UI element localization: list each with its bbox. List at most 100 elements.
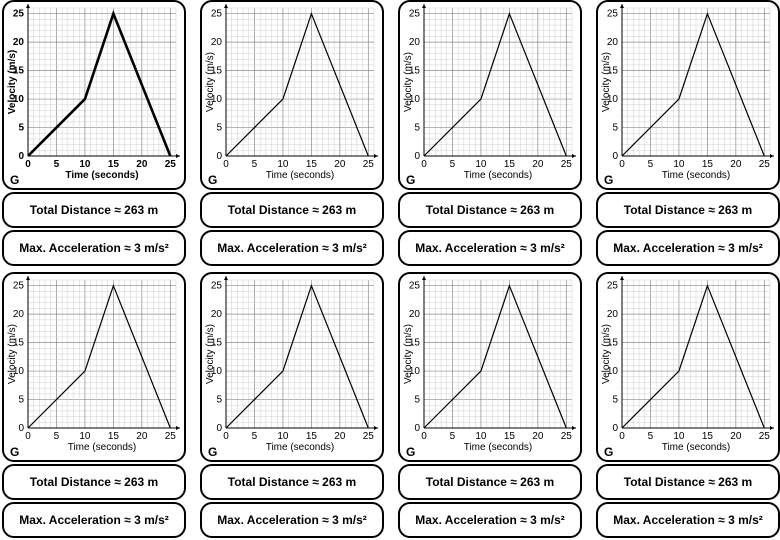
y-tick-label: 20: [607, 309, 619, 320]
x-tick-label: 25: [759, 159, 771, 170]
velocity-series-line: [423, 11, 567, 157]
y-tick-label: 20: [13, 37, 25, 48]
velocity-time-chart: 0 5 10 15 20 25 0 5 10 15 20 25 Time (seconds) Veloci…: [403, 276, 576, 459]
y-tick-label: 15: [607, 338, 619, 349]
y-tick-label: 20: [409, 309, 421, 320]
card-letter-label: G: [10, 173, 19, 187]
x-axis-label: Time (seconds): [662, 170, 731, 181]
x-axis-label: Time (seconds): [464, 170, 533, 181]
x-axis-arrow-icon: [572, 426, 576, 430]
card-letter-label: G: [406, 173, 415, 187]
x-axis-label: Time (seconds): [662, 442, 731, 453]
x-axis-arrow-icon: [374, 154, 378, 158]
x-tick-label: 0: [25, 431, 31, 442]
velocity-time-chart: 0 5 10 15 20 25 0 5 10 15 20 25 Time (seconds) Veloci…: [205, 4, 378, 187]
x-axis-label: Time (seconds): [464, 442, 533, 453]
y-axis-arrow-icon: [620, 276, 624, 280]
x-tick-label: 25: [165, 431, 177, 442]
x-tick-label: 0: [619, 159, 625, 170]
y-tick-label: 20: [13, 309, 25, 320]
graph-card: 0 5 10 15 20 25 0 5 10 15 20 25 Time (seconds) Veloci…: [2, 272, 186, 462]
y-tick-label: 0: [612, 151, 618, 162]
max-acceleration-card: Max. Acceleration ≈ 3 m/s²: [398, 502, 582, 538]
x-tick-label: 5: [648, 431, 654, 442]
x-tick-label: 5: [54, 431, 60, 442]
x-tick-label: 25: [165, 159, 177, 170]
y-tick-label: 0: [414, 423, 420, 434]
max-acceleration-text: Max. Acceleration ≈ 3 m/s²: [217, 513, 367, 527]
x-tick-label: 10: [79, 431, 91, 442]
y-axis-label: Velocity (m/s): [403, 324, 414, 384]
max-acceleration-text: Max. Acceleration ≈ 3 m/s²: [613, 241, 763, 255]
x-tick-label: 0: [25, 159, 31, 170]
x-tick-label: 25: [759, 431, 771, 442]
max-acceleration-text: Max. Acceleration ≈ 3 m/s²: [415, 241, 565, 255]
max-acceleration-text: Max. Acceleration ≈ 3 m/s²: [613, 513, 763, 527]
x-tick-label: 25: [363, 159, 375, 170]
max-acceleration-card: Max. Acceleration ≈ 3 m/s²: [200, 230, 384, 266]
total-distance-text: Total Distance ≈ 263 m: [227, 475, 357, 489]
x-tick-label: 5: [450, 431, 456, 442]
x-tick-label: 5: [54, 159, 60, 170]
x-tick-label: 0: [421, 431, 427, 442]
x-tick-label: 5: [450, 159, 456, 170]
x-tick-label: 20: [730, 431, 742, 442]
y-tick-label: 10: [211, 94, 223, 105]
velocity-series-line: [27, 9, 172, 157]
max-acceleration-text: Max. Acceleration ≈ 3 m/s²: [217, 241, 367, 255]
x-axis-label: Time (seconds): [65, 170, 138, 181]
total-distance-text: Total Distance ≈ 263 m: [623, 475, 753, 489]
x-tick-label: 15: [702, 431, 714, 442]
x-axis-label: Time (seconds): [266, 170, 335, 181]
total-distance-text: Total Distance ≈ 263 m: [425, 203, 555, 217]
y-tick-label: 25: [211, 9, 223, 20]
y-tick-label: 25: [409, 281, 421, 292]
card-letter-label: G: [604, 173, 613, 187]
y-axis-arrow-icon: [620, 4, 624, 8]
y-tick-label: 10: [409, 94, 421, 105]
total-distance-text: Total Distance ≈ 263 m: [227, 203, 357, 217]
y-tick-label: 15: [211, 66, 223, 77]
x-tick-label: 5: [252, 159, 258, 170]
velocity-series-line: [621, 11, 765, 157]
x-axis-label: Time (seconds): [266, 442, 335, 453]
y-axis-arrow-icon: [422, 4, 426, 8]
velocity-time-chart: 0 5 10 15 20 25 0 5 10 15 20 25 Time (seconds) Veloci…: [601, 4, 774, 187]
y-axis-label: Velocity (m/s): [205, 324, 216, 384]
x-axis-arrow-icon: [572, 154, 576, 158]
y-tick-label: 15: [409, 338, 421, 349]
x-tick-label: 5: [252, 431, 258, 442]
y-axis-arrow-icon: [422, 276, 426, 280]
card-letter-label: G: [10, 445, 19, 459]
x-axis-arrow-icon: [374, 426, 378, 430]
x-tick-label: 5: [648, 159, 654, 170]
max-acceleration-card: Max. Acceleration ≈ 3 m/s²: [2, 230, 186, 266]
total-distance-card: Total Distance ≈ 263 m: [596, 192, 780, 228]
y-axis-label: Velocity (m/s): [205, 52, 216, 112]
y-tick-label: 5: [18, 395, 24, 406]
y-tick-label: 10: [13, 94, 25, 105]
y-tick-label: 15: [607, 66, 619, 77]
y-tick-label: 0: [216, 151, 222, 162]
velocity-series-line: [27, 283, 171, 429]
x-tick-label: 20: [532, 431, 544, 442]
y-tick-label: 15: [409, 66, 421, 77]
y-axis-label: Velocity (m/s): [601, 52, 612, 112]
graph-card: 0 5 10 15 20 25 0 5 10 15 20 25 Time (seconds) Veloci…: [596, 0, 780, 190]
x-axis-arrow-icon: [176, 426, 180, 430]
y-tick-label: 0: [414, 151, 420, 162]
x-tick-label: 15: [504, 431, 516, 442]
y-tick-label: 25: [607, 9, 619, 20]
x-tick-label: 20: [334, 159, 346, 170]
x-axis-arrow-icon: [770, 426, 774, 430]
x-tick-label: 15: [108, 159, 120, 170]
x-tick-label: 0: [223, 159, 229, 170]
x-tick-label: 25: [561, 431, 573, 442]
total-distance-card: Total Distance ≈ 263 m: [200, 192, 384, 228]
velocity-time-chart: 0 5 10 15 20 25 0 5 10 15 20 25 Time (seconds) Veloci…: [7, 276, 180, 459]
x-tick-label: 10: [673, 159, 685, 170]
total-distance-text: Total Distance ≈ 263 m: [29, 475, 159, 489]
y-tick-label: 5: [612, 395, 618, 406]
x-tick-label: 10: [673, 431, 685, 442]
velocity-time-chart: 0 5 10 15 20 25 0 5 10 15 20 25 Time (seconds) Veloci…: [7, 4, 180, 187]
